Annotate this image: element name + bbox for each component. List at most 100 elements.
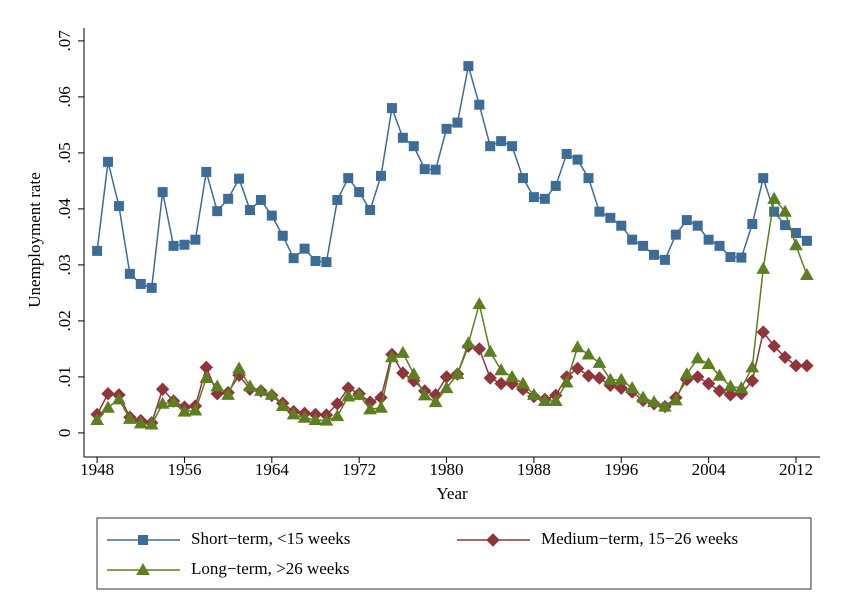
- x-tick-label: 2012: [779, 460, 813, 479]
- marker: [297, 410, 312, 423]
- marker: [701, 357, 716, 370]
- marker: [308, 413, 323, 426]
- x-tick-label: 1996: [604, 460, 638, 479]
- marker: [625, 381, 640, 394]
- marker: [605, 212, 616, 223]
- marker: [583, 173, 594, 184]
- y-tick-label: .04: [55, 198, 74, 220]
- marker: [734, 381, 749, 394]
- marker: [636, 390, 650, 403]
- marker: [516, 376, 530, 389]
- marker: [255, 194, 266, 205]
- y-axis-label: Unemployment rate: [25, 172, 44, 308]
- legend-marker: [136, 562, 150, 575]
- marker: [461, 336, 476, 349]
- legend-marker: [486, 533, 500, 547]
- marker: [408, 141, 419, 152]
- marker: [330, 409, 345, 422]
- marker: [113, 201, 124, 212]
- marker: [101, 387, 115, 401]
- marker: [756, 261, 771, 274]
- marker: [190, 234, 201, 245]
- marker: [767, 191, 781, 204]
- marker: [450, 367, 465, 380]
- marker: [483, 371, 497, 385]
- marker: [474, 99, 485, 110]
- marker: [244, 205, 255, 216]
- marker: [789, 238, 803, 251]
- marker: [756, 325, 770, 339]
- y-tick-label: .03: [55, 254, 74, 275]
- marker: [144, 417, 159, 430]
- marker: [406, 367, 421, 380]
- marker: [659, 254, 670, 265]
- marker: [232, 361, 246, 374]
- y-tick-label: .01: [55, 366, 74, 387]
- marker: [550, 180, 561, 191]
- marker: [199, 371, 214, 384]
- marker: [570, 361, 585, 376]
- x-axis-label: Year: [436, 484, 468, 503]
- marker: [581, 347, 596, 360]
- legend-marker: [138, 535, 148, 545]
- marker: [299, 243, 310, 254]
- marker: [275, 399, 290, 412]
- marker: [201, 166, 212, 177]
- marker: [703, 234, 714, 245]
- marker: [725, 252, 736, 263]
- marker: [177, 404, 192, 417]
- marker: [386, 103, 397, 114]
- marker: [376, 170, 387, 181]
- marker: [670, 229, 681, 240]
- legend: [96, 517, 812, 590]
- marker: [679, 367, 694, 380]
- marker: [548, 393, 563, 406]
- marker: [123, 411, 137, 424]
- marker: [166, 395, 181, 408]
- marker: [690, 351, 705, 364]
- marker: [310, 255, 321, 266]
- marker: [419, 164, 430, 175]
- marker: [789, 359, 803, 373]
- marker: [517, 173, 528, 184]
- marker: [736, 252, 747, 263]
- marker: [527, 387, 541, 400]
- marker: [133, 416, 148, 429]
- marker: [505, 369, 519, 382]
- marker: [616, 220, 627, 231]
- marker: [472, 297, 487, 310]
- marker: [319, 413, 334, 426]
- marker: [507, 141, 518, 152]
- y-tick-label: 0: [55, 429, 74, 438]
- marker: [638, 240, 649, 251]
- marker: [234, 173, 245, 184]
- marker: [179, 239, 190, 250]
- marker: [277, 230, 288, 241]
- marker: [494, 376, 508, 391]
- marker: [712, 368, 727, 381]
- marker: [690, 370, 705, 384]
- y-tick-label: .02: [55, 310, 74, 331]
- marker: [758, 173, 769, 184]
- marker: [441, 123, 452, 134]
- marker: [124, 268, 135, 279]
- marker: [363, 402, 377, 415]
- marker: [539, 193, 550, 204]
- marker: [658, 399, 672, 412]
- marker: [463, 61, 474, 72]
- marker: [723, 379, 738, 392]
- marker: [135, 278, 146, 289]
- marker: [537, 393, 552, 406]
- marker: [352, 387, 367, 400]
- marker: [614, 372, 629, 385]
- marker: [286, 407, 301, 420]
- marker: [712, 384, 727, 398]
- x-tick-label: 1948: [80, 460, 114, 479]
- x-tick-label: 1956: [167, 460, 201, 479]
- marker: [396, 366, 410, 380]
- marker: [494, 363, 509, 376]
- marker: [572, 154, 583, 165]
- x-tick-label: 2004: [692, 460, 727, 479]
